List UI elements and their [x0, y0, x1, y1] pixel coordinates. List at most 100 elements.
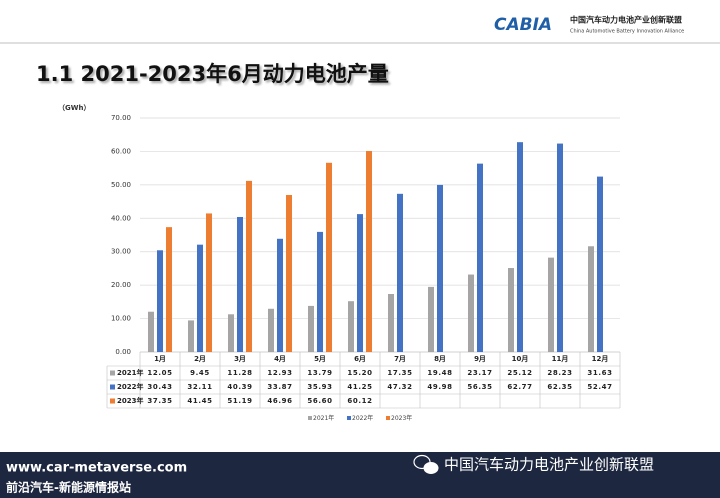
table-legend-swatch — [110, 398, 115, 404]
y-tick-label: 40.00 — [111, 214, 131, 222]
x-tick-label: 10月 — [512, 355, 529, 363]
table-value: 56.60 — [307, 397, 332, 405]
legend-label: 2021年 — [313, 414, 334, 422]
table-value: 52.47 — [587, 383, 612, 391]
logo: CABIA — [494, 15, 552, 35]
y-tick-label: 0.00 — [115, 348, 131, 356]
x-tick-label: 7月 — [394, 355, 406, 363]
bar — [428, 286, 434, 352]
table-value: 13.79 — [307, 369, 332, 377]
y-tick-label: 50.00 — [111, 181, 131, 189]
bar — [188, 320, 194, 352]
bar — [388, 294, 394, 352]
bar — [517, 142, 523, 352]
bar — [588, 246, 594, 352]
bar — [317, 231, 323, 352]
table-series-name: 2023年 — [117, 396, 143, 405]
table-value: 12.93 — [267, 369, 292, 377]
table-value: 19.48 — [427, 369, 452, 377]
table-value: 15.20 — [347, 369, 372, 377]
wechat-icon — [413, 454, 439, 474]
table-value: 40.39 — [227, 383, 252, 391]
bar — [557, 143, 563, 352]
table-value: 49.98 — [427, 383, 452, 391]
table-value: 46.96 — [267, 397, 292, 405]
bar — [437, 184, 443, 352]
legend-swatch — [386, 416, 390, 420]
bar — [357, 214, 363, 352]
y-tick-label: 30.00 — [111, 248, 131, 256]
table-value: 23.17 — [467, 369, 492, 377]
x-tick-label: 6月 — [354, 355, 366, 363]
org-cn: 中国汽车动力电池产业创新联盟 — [570, 15, 682, 25]
bar — [326, 162, 332, 352]
bar — [157, 250, 163, 352]
table-value: 17.35 — [387, 369, 412, 377]
legend-swatch — [347, 416, 351, 420]
table-value: 25.12 — [507, 369, 532, 377]
x-tick-label: 5月 — [314, 355, 326, 363]
legend-swatch — [308, 416, 312, 420]
bar — [366, 151, 372, 352]
x-tick-label: 12月 — [592, 355, 609, 363]
bar — [348, 301, 354, 352]
table-value: 51.19 — [227, 397, 252, 405]
bar — [508, 268, 514, 352]
table-value: 62.77 — [507, 383, 532, 391]
bar — [228, 314, 234, 352]
footer-account: 中国汽车动力电池产业创新联盟 — [444, 456, 654, 474]
y-tick-label: 60.00 — [111, 147, 131, 155]
bar — [277, 238, 283, 352]
bar — [597, 176, 603, 352]
table-legend-swatch — [110, 370, 115, 376]
table-series-name: 2022年 — [117, 382, 143, 391]
x-tick-label: 11月 — [552, 355, 569, 363]
bar — [268, 308, 274, 352]
bar — [397, 193, 403, 352]
table-value: 41.45 — [187, 397, 212, 405]
table-value: 56.35 — [467, 383, 492, 391]
table-series-name: 2021年 — [117, 368, 143, 377]
bar — [548, 257, 554, 352]
footer-band — [0, 452, 720, 498]
bar — [148, 311, 154, 352]
table-value: 47.32 — [387, 383, 412, 391]
table-value: 30.43 — [147, 383, 172, 391]
legend-label: 2023年 — [391, 414, 412, 422]
table-value: 62.35 — [547, 383, 572, 391]
table-value: 32.11 — [187, 383, 212, 391]
bar — [206, 213, 212, 352]
bar — [166, 227, 172, 352]
table-value: 33.87 — [267, 383, 292, 391]
x-tick-label: 4月 — [274, 355, 286, 363]
bar — [246, 180, 252, 352]
y-axis-label: （GWh） — [58, 104, 90, 112]
y-tick-label: 70.00 — [111, 114, 131, 122]
footer-website: www.car-metaverse.com — [6, 461, 187, 476]
bar — [286, 195, 292, 352]
table-value: 9.45 — [190, 369, 210, 377]
x-tick-label: 1月 — [154, 355, 166, 363]
table-value: 31.63 — [587, 369, 612, 377]
table-value: 41.25 — [347, 383, 372, 391]
bar — [237, 216, 243, 352]
legend-label: 2022年 — [352, 414, 373, 422]
bar — [477, 163, 483, 352]
table-legend-swatch — [110, 384, 115, 390]
title: 1.1 2021-2023年6月动力电池产量 — [36, 62, 389, 86]
y-tick-label: 10.00 — [111, 315, 131, 323]
table-value: 37.35 — [147, 397, 172, 405]
org-en: China Automotive Battery Innovation Alli… — [570, 29, 684, 35]
table-value: 11.28 — [227, 369, 252, 377]
bar — [197, 244, 203, 352]
x-tick-label: 3月 — [234, 355, 246, 363]
y-tick-label: 20.00 — [111, 281, 131, 289]
x-tick-label: 9月 — [474, 355, 486, 363]
table-value: 12.05 — [147, 369, 172, 377]
x-tick-label: 8月 — [434, 355, 446, 363]
table-value: 35.93 — [307, 383, 332, 391]
bar — [468, 274, 474, 352]
footer-source: 前沿汽车-新能源情报站 — [6, 480, 131, 495]
chart: 0.00 10.00 20.00 30.00 40.00 50.00 60.00 70.00 1… — [106, 114, 621, 422]
